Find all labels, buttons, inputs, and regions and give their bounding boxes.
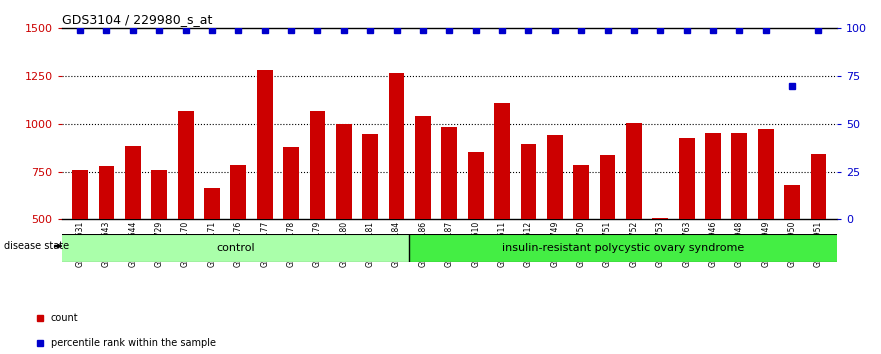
Bar xyxy=(758,129,774,315)
Bar xyxy=(125,146,141,315)
Bar xyxy=(152,170,167,315)
Bar xyxy=(178,112,194,315)
Bar xyxy=(811,154,826,315)
Text: disease state: disease state xyxy=(4,241,70,251)
Text: GDS3104 / 229980_s_at: GDS3104 / 229980_s_at xyxy=(62,13,212,26)
Bar xyxy=(678,138,694,315)
Text: insulin-resistant polycystic ovary syndrome: insulin-resistant polycystic ovary syndr… xyxy=(502,243,744,253)
Bar xyxy=(204,188,220,315)
Bar xyxy=(441,127,457,315)
Bar xyxy=(415,116,431,315)
Text: control: control xyxy=(216,243,255,253)
Bar xyxy=(309,112,325,315)
Bar xyxy=(231,165,247,315)
Bar xyxy=(547,135,563,315)
Bar xyxy=(409,234,837,262)
Bar xyxy=(62,234,409,262)
Bar xyxy=(600,155,616,315)
Bar xyxy=(626,123,642,315)
Bar xyxy=(336,124,352,315)
Bar xyxy=(574,165,589,315)
Bar xyxy=(705,133,721,315)
Bar xyxy=(362,134,378,315)
Bar xyxy=(99,166,115,315)
Bar xyxy=(784,185,800,315)
Bar xyxy=(389,73,404,315)
Bar xyxy=(468,152,484,315)
Bar xyxy=(521,144,537,315)
Bar xyxy=(494,103,510,315)
Bar xyxy=(283,147,299,315)
Bar xyxy=(72,170,88,315)
Text: count: count xyxy=(51,313,78,323)
Text: percentile rank within the sample: percentile rank within the sample xyxy=(51,338,216,348)
Bar xyxy=(652,218,668,315)
Bar xyxy=(731,133,747,315)
Bar xyxy=(256,70,272,315)
